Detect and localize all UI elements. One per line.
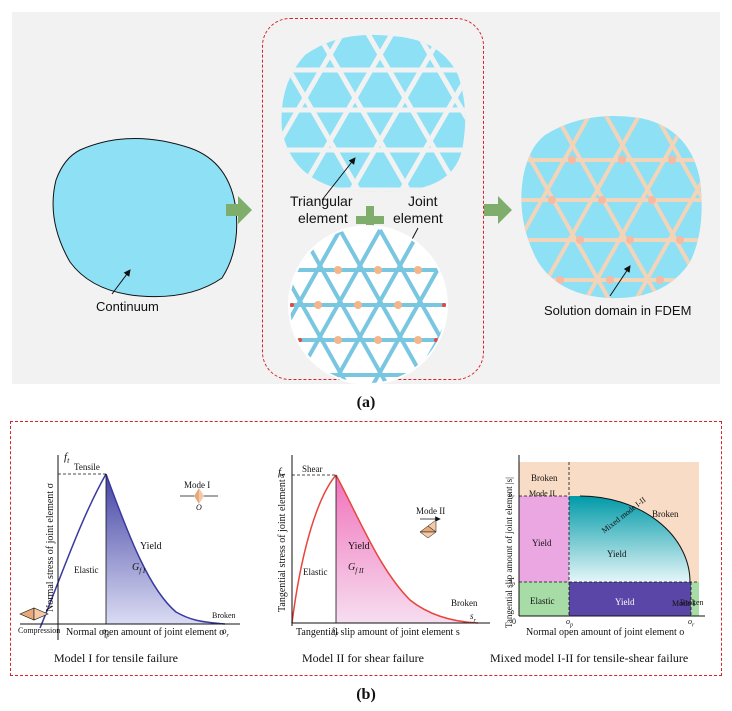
continuum-label: Continuum (96, 299, 159, 314)
panel-b-caption: (b) (356, 686, 376, 703)
model2-title: Model II for shear failure (302, 651, 424, 665)
model1-broken-label: Broken (212, 611, 236, 620)
plus-icon (356, 206, 384, 234)
panel-b-box (10, 421, 722, 676)
model3-chart (518, 455, 705, 617)
joint-element-mesh (290, 229, 446, 383)
model3-origin: 0 (512, 617, 516, 626)
model2-sr-tick: sr (470, 611, 476, 624)
model2-peak-label: fs (278, 466, 285, 481)
model2-broken-label: Broken (451, 598, 478, 608)
model3-broken-r-label: Broken (652, 509, 679, 519)
model1-yield-label: Yield (140, 541, 162, 552)
model1-mode-o: O (196, 503, 202, 512)
continuum-pointer (111, 269, 131, 295)
model2-sp-tick: sp (332, 624, 339, 637)
model3-yield-b-label: Yield (615, 597, 635, 607)
model2-mode-label: Mode II (416, 506, 446, 516)
model3-mode2-label: Mode II (529, 489, 555, 498)
model3-title: Mixed model I-II for tensile-shear failu… (490, 651, 689, 665)
model2-mode-icon (419, 516, 441, 539)
triangular-pointer (321, 157, 356, 201)
model3-broken-tl-label: Broken (531, 473, 558, 483)
model1-or-tick: or (222, 626, 229, 639)
model3-yield-l-label: Yield (532, 538, 552, 548)
model1-mode-label: Mode I (184, 480, 211, 490)
model1-compression-icon (19, 607, 49, 621)
triangular-label-line1: Triangular (290, 193, 353, 209)
panel-a-caption: (a) (356, 394, 376, 411)
model1-peak-label: ft (64, 451, 70, 466)
model1-ylabel: Normal stress of joint element σ (45, 483, 56, 612)
model2-xlabel: Tangential slip amount of joint element … (296, 627, 460, 638)
model2-chart (291, 455, 490, 626)
model3-broken-br-label: Broken (680, 598, 704, 607)
model3-sp-tick: sp (509, 576, 516, 588)
model1-mode-icon (180, 488, 218, 504)
model3-sr-tick: sr (509, 489, 515, 501)
model1-xlabel: Normal open amount of joint element o (66, 627, 225, 638)
model1-chart (19, 455, 240, 640)
arrow-2-icon (484, 196, 512, 224)
model1-elastic-label: Elastic (74, 565, 99, 575)
triangular-element-mesh (281, 34, 466, 192)
solution-domain-mesh (521, 116, 702, 299)
model2-energy-label: Gf II (348, 562, 364, 575)
model3-yield-c-label: Yield (607, 549, 627, 559)
model2-elastic-label: Elastic (303, 567, 328, 577)
model1-compression-label: Compression (18, 626, 61, 635)
continuum-shape (52, 137, 238, 298)
model2-yield-label: Yield (348, 541, 370, 552)
model2-shear-label: Shear (302, 464, 323, 474)
model1-tensile-label: Tensile (74, 462, 100, 472)
model3-xlabel: Normal open amount of joint element o (526, 627, 685, 638)
model1-energy-label: Gf I (132, 562, 146, 575)
joint-label-line1: Joint (408, 193, 438, 209)
solution-domain-label: Solution domain in FDEM (544, 303, 692, 318)
solution-pointer (609, 265, 631, 297)
model3-or-tick: or (688, 617, 695, 629)
model3-mode1-label: Mode I (672, 599, 696, 608)
joint-label-line2: element (393, 210, 443, 226)
model1-title: Model I for tensile failure (54, 651, 178, 665)
model3-elastic-label: Elastic (530, 596, 555, 606)
triangular-label-line2: element (298, 210, 348, 226)
model2-ylabel: Tangential stress of joint element τ (277, 472, 288, 612)
arrow-1-icon (226, 196, 252, 224)
model3-op-tick: op (566, 617, 573, 629)
model1-op-tick: op (102, 626, 110, 639)
